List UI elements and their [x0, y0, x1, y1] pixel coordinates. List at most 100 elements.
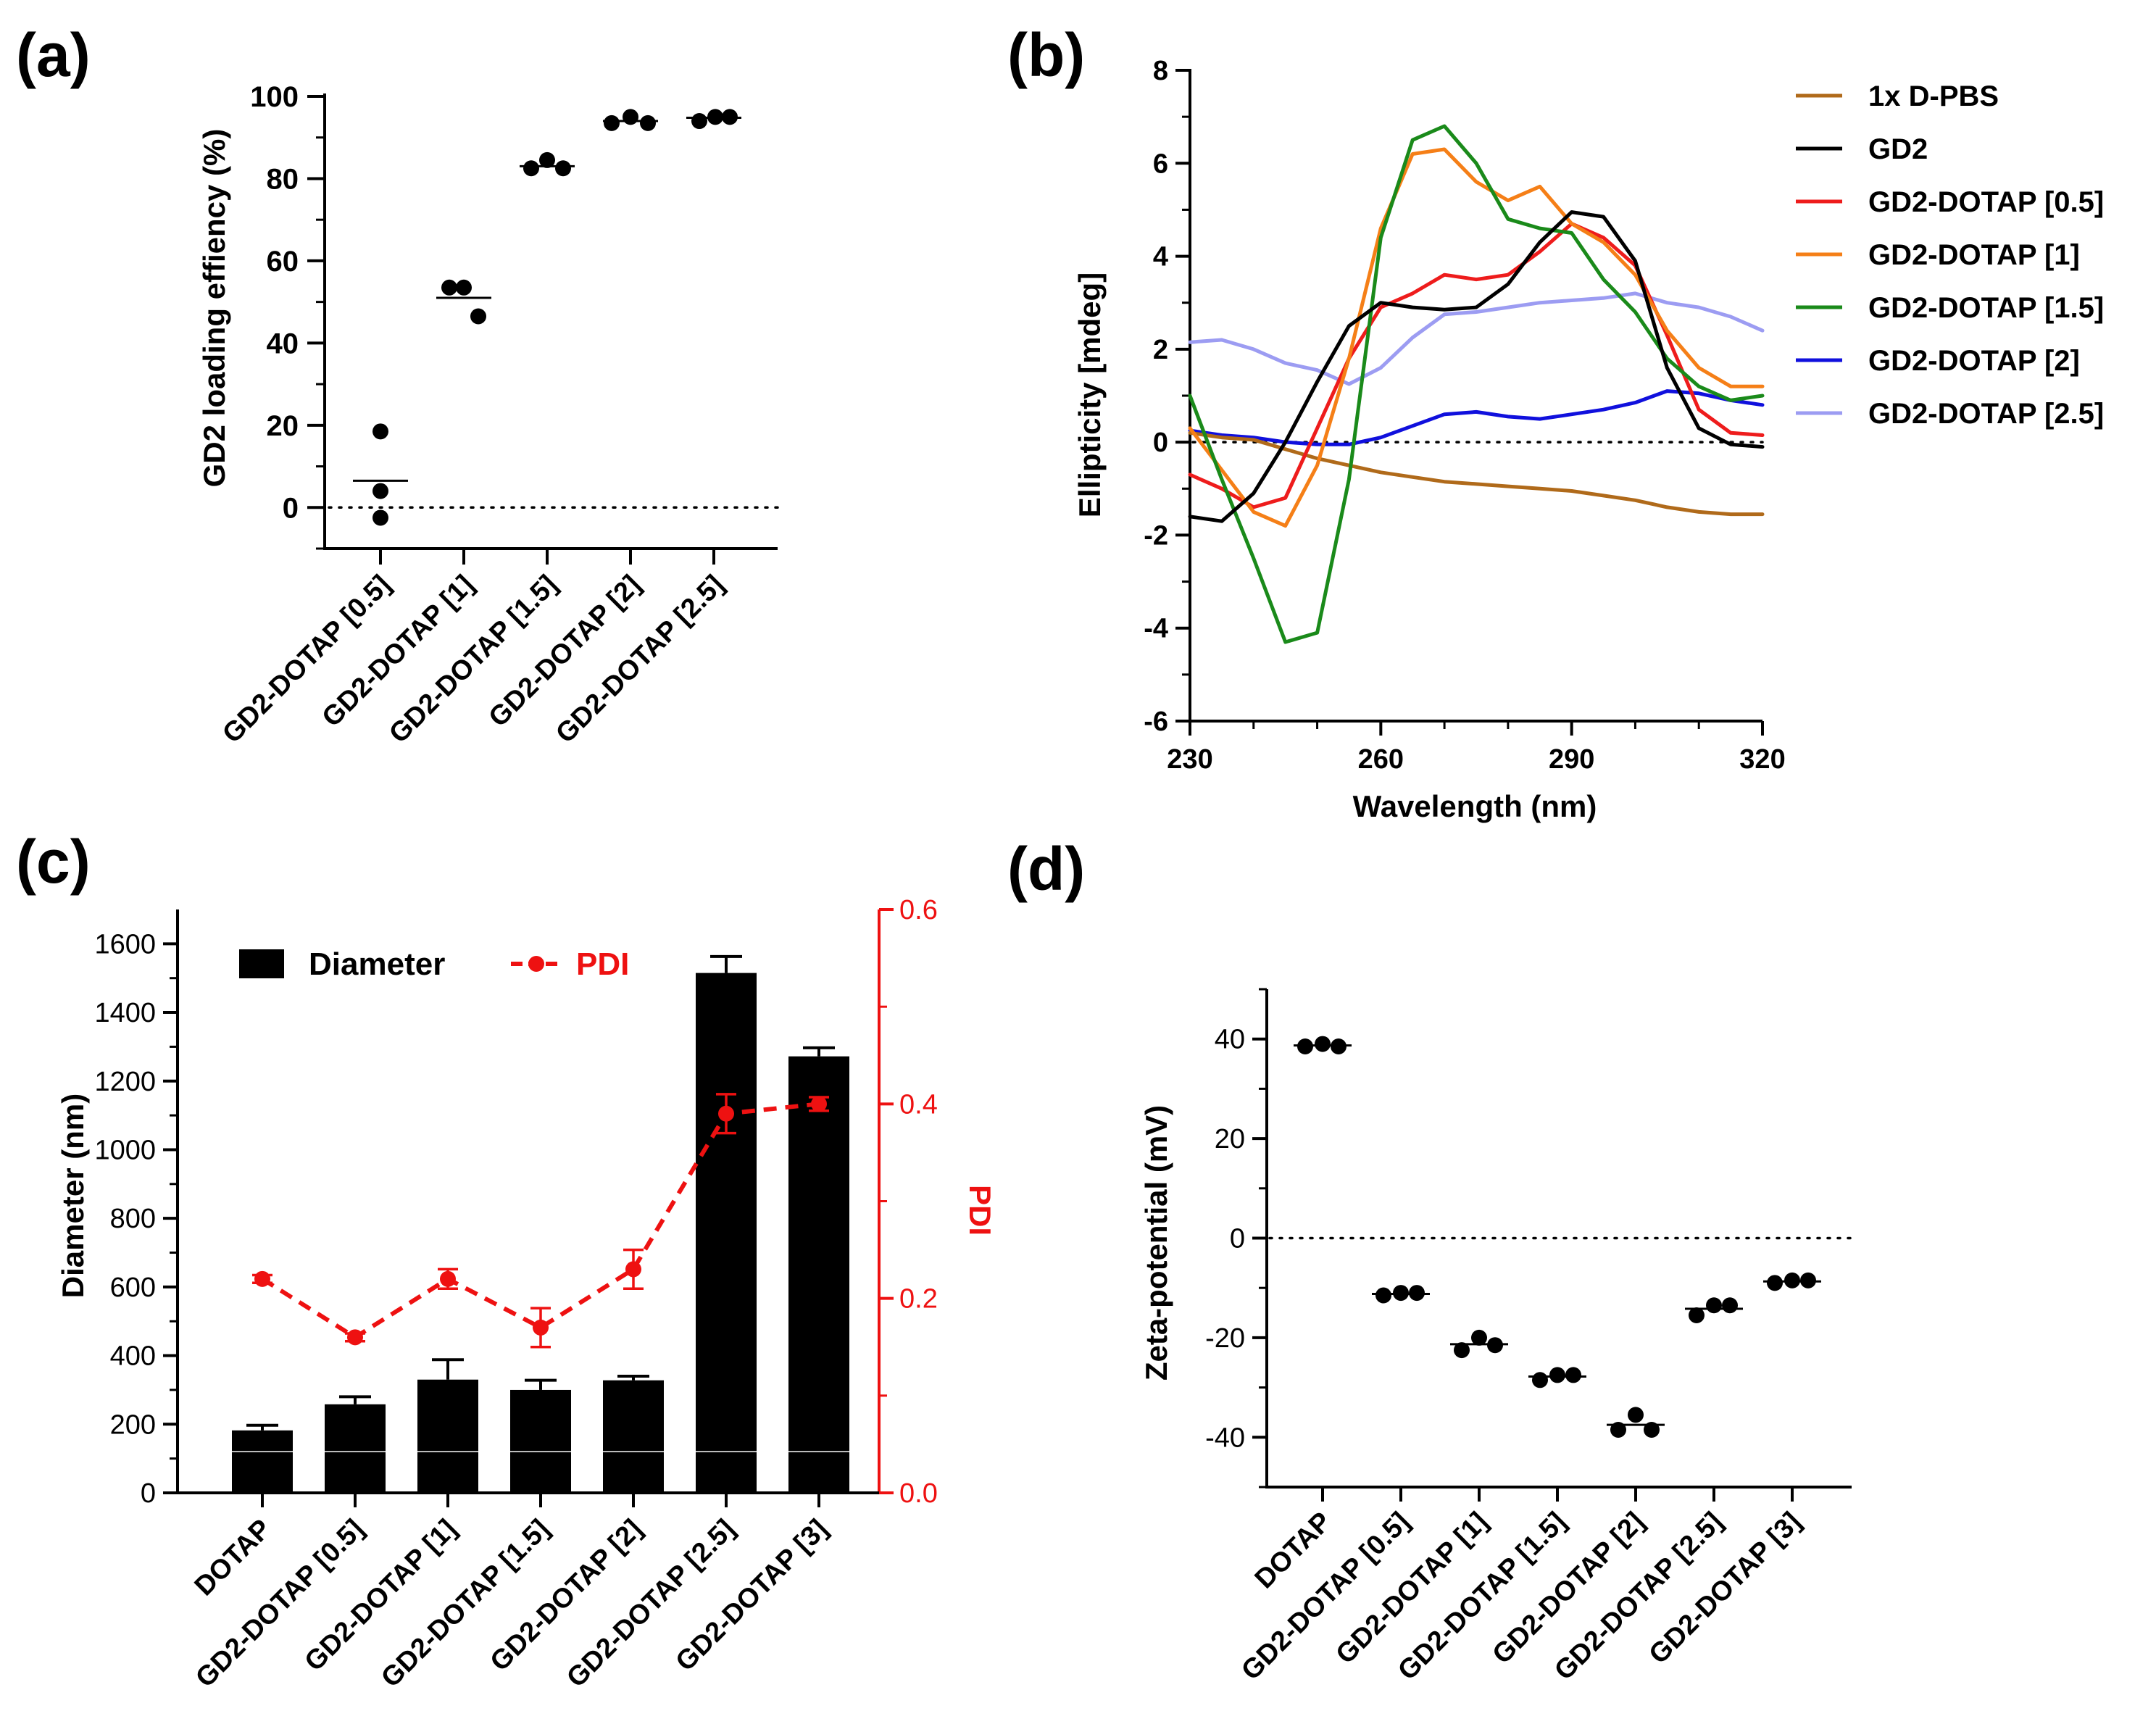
- panel-d-data-point: [1689, 1307, 1705, 1323]
- panel-a-data-point: [691, 113, 707, 130]
- panel-b-series-line: [1188, 210, 1765, 523]
- panel-a-x-tick-label: GD2-DOTAP [1]: [317, 570, 480, 733]
- panel-b: (b) Ellipticity [mdeg] Wavelength (nm) -…: [1007, 21, 2104, 823]
- panel-d-ylabel: Zeta-potential (mV): [1139, 1105, 1173, 1381]
- panel-b-y-tick-label: 8: [1153, 56, 1168, 86]
- panel-c-pdi-point: [347, 1329, 363, 1346]
- panel-c-x-tick-label: GD2-DOTAP [2.5]: [561, 1514, 741, 1694]
- panel-c-y-tick-label: 1200: [94, 1067, 156, 1097]
- panel-b-xlabel: Wavelength (nm): [1353, 789, 1597, 823]
- panel-c-bar: [788, 1056, 849, 1493]
- panel-b-legend-label: GD2-DOTAP [2]: [1868, 345, 2080, 377]
- panel-d-data-point: [1644, 1421, 1660, 1438]
- panel-b-y-tick-label: 2: [1153, 335, 1168, 365]
- panel-d-data-point: [1565, 1367, 1581, 1383]
- panel-d-data-point: [1375, 1287, 1391, 1304]
- panel-b-ylabel: Ellipticity [mdeg]: [1073, 272, 1107, 517]
- panel-b-y-tick-label: -4: [1144, 614, 1168, 644]
- panel-c-bar: [232, 1430, 293, 1493]
- panel-b-x-tick-label: 260: [1358, 744, 1404, 775]
- panel-b-series-line: [1188, 291, 1765, 386]
- panel-c-pdi-point: [625, 1261, 641, 1278]
- panel-a-letter: (a): [16, 21, 91, 89]
- panel-c-y-tick-label: 800: [110, 1204, 156, 1234]
- panel-d-data-point: [1610, 1421, 1626, 1438]
- panel-c-y-right-tick-label: 0.2: [899, 1284, 938, 1315]
- panel-c-y-tick-label: 1600: [94, 929, 156, 959]
- panel-a: (a) GD2 loading effiency (%) 0 20 40 60 80 10…: [16, 21, 779, 749]
- panel-c-y-right-tick-label: 0.0: [899, 1478, 938, 1509]
- panel-a-data-point: [372, 483, 388, 499]
- panel-b-legend-label: GD2-DOTAP [1]: [1868, 239, 2080, 271]
- panel-d-data-point: [1549, 1367, 1565, 1383]
- panel-d-y-tick-label: 40: [1215, 1025, 1245, 1055]
- panel-c-y-tick-label: 1400: [94, 998, 156, 1028]
- panel-c-ylabel: Diameter (nm): [56, 1094, 90, 1298]
- panel-c-y-tick-label: 1000: [94, 1135, 156, 1165]
- panel-c-x-tick-label: GD2-DOTAP [0.5]: [190, 1514, 370, 1694]
- panel-d-data-point: [1767, 1275, 1783, 1291]
- panel-b-y-tick-label: 6: [1153, 149, 1168, 179]
- panel-c-ylabel-right: PDI: [963, 1185, 997, 1236]
- panel-d-data-point: [1331, 1038, 1347, 1055]
- panel-d-data-point: [1628, 1407, 1644, 1423]
- panel-a-data-point: [441, 279, 457, 296]
- panel-a-data-point: [623, 109, 638, 125]
- panel-d-data-point: [1800, 1272, 1816, 1288]
- panel-b-series-line: [1188, 222, 1765, 509]
- panel-c-legend-label-diameter: Diameter: [309, 946, 445, 982]
- panel-d-data-point: [1532, 1372, 1548, 1388]
- panel-a-data-point: [707, 109, 723, 125]
- panel-b-legend-label: GD2-DOTAP [1.5]: [1868, 292, 2104, 324]
- panel-d: (d) Zeta-potential (mV) -40-2002040DOTAP…: [1007, 835, 1853, 1686]
- panel-b-y-tick-label: -6: [1144, 707, 1168, 737]
- panel-c-pdi-point: [533, 1319, 549, 1336]
- panel-d-data-point: [1297, 1038, 1313, 1055]
- panel-d-data-point: [1706, 1297, 1722, 1314]
- panel-c-y-tick-label: 400: [110, 1341, 156, 1372]
- panel-c-pdi-point: [718, 1105, 734, 1122]
- panel-c-legend-marker-pdi: [528, 956, 544, 972]
- panel-a-ylabel: GD2 loading effiency (%): [197, 129, 231, 488]
- panel-a-data-point: [722, 109, 738, 125]
- panel-a-data-point: [470, 308, 486, 325]
- panel-b-x-tick-label: 290: [1549, 744, 1594, 775]
- panel-b-legend-label: 1x D-PBS: [1868, 80, 1999, 112]
- panel-c-bar: [510, 1389, 571, 1493]
- panel-b-legend-label: GD2-DOTAP [2.5]: [1868, 398, 2104, 430]
- panel-b-y-tick-label: -2: [1144, 520, 1168, 551]
- panel-b-legend-label: GD2-DOTAP [0.5]: [1868, 186, 2104, 218]
- panel-a-data-point: [372, 509, 388, 526]
- panel-c-y-tick-label: 200: [110, 1410, 156, 1440]
- panel-a-y-tick-label: 100: [250, 81, 299, 113]
- panel-d-y-tick-label: -20: [1205, 1323, 1245, 1354]
- panel-b-letter: (b): [1007, 21, 1085, 89]
- panel-b-x-tick-label: 230: [1167, 744, 1212, 775]
- panel-a-data-point: [456, 279, 472, 296]
- panel-b-y-tick-label: 4: [1153, 242, 1168, 272]
- panel-b-legend-label: GD2: [1868, 133, 1928, 165]
- panel-d-data-point: [1471, 1329, 1487, 1346]
- panel-c-x-tick-label: DOTAP: [189, 1514, 278, 1602]
- panel-d-letter: (d): [1007, 835, 1085, 903]
- panel-a-data-point: [555, 160, 571, 177]
- panel-a-data-point: [640, 115, 656, 131]
- panel-a-data-point: [539, 151, 555, 168]
- panel-a-data-point: [604, 115, 620, 131]
- panel-c-pdi-point: [254, 1270, 270, 1287]
- panel-b-series-line: [1188, 389, 1765, 446]
- panel-d-data-point: [1784, 1272, 1800, 1288]
- panel-c: (c) Diameter (nm) PDI 0 200 400 600 800 1000 1…: [16, 828, 997, 1694]
- panel-b-x-tick-label: 320: [1739, 744, 1785, 775]
- panel-a-y-tick-label: 20: [267, 410, 299, 442]
- panel-d-data-point: [1454, 1342, 1470, 1359]
- panel-d-y-tick-label: -40: [1205, 1423, 1245, 1453]
- panel-a-y-tick-label: 80: [267, 163, 299, 195]
- panel-c-y-right-tick-label: 0.4: [899, 1089, 938, 1120]
- panel-c-bar: [603, 1380, 664, 1493]
- panel-c-y-tick-label: 0: [141, 1478, 156, 1509]
- panel-a-x-tick-label: GD2-DOTAP [2]: [483, 570, 647, 733]
- panel-c-y-right-tick-label: 0.6: [899, 895, 938, 925]
- panel-c-letter: (c): [16, 828, 91, 896]
- panel-d-data-point: [1487, 1337, 1503, 1354]
